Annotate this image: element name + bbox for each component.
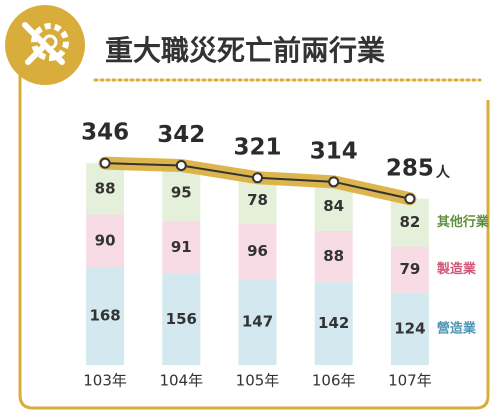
bar-segment — [238, 223, 277, 280]
legend-label: 其他行業 — [437, 214, 490, 230]
segment-label: 88 — [95, 179, 116, 197]
segment-label: 82 — [399, 213, 420, 231]
x-tick-label: 106年 — [312, 372, 356, 390]
segment-label: 96 — [247, 242, 268, 260]
total-label: 285 — [386, 155, 434, 181]
total-point — [175, 160, 187, 171]
unit-label: 人 — [436, 164, 451, 181]
segment-label: 156 — [166, 310, 197, 328]
segment-label: 95 — [171, 184, 192, 202]
total-label: 321 — [233, 134, 281, 160]
segment-label: 78 — [247, 191, 268, 209]
total-point — [404, 193, 416, 205]
segment-label: 147 — [242, 313, 273, 331]
bar-segment — [86, 267, 125, 365]
total-label: 346 — [81, 120, 129, 146]
bar-segment — [162, 220, 201, 274]
segment-label: 88 — [323, 247, 344, 265]
total-label: 342 — [157, 122, 205, 148]
bar-segment — [238, 279, 277, 365]
segment-label: 142 — [318, 314, 349, 332]
bar-segment — [162, 274, 201, 365]
segment-label: 124 — [394, 319, 425, 337]
legend-label: 營造業 — [437, 320, 477, 336]
frame — [18, 60, 490, 410]
bar-segment — [390, 198, 429, 247]
bar-segment — [86, 163, 125, 215]
bar-segment — [314, 230, 353, 283]
bar-segment — [162, 165, 201, 221]
segment-label: 90 — [95, 231, 116, 249]
total-label: 314 — [310, 138, 358, 164]
total-point — [99, 157, 111, 169]
x-tick-label: 103年 — [83, 372, 127, 390]
bar-segment — [390, 246, 429, 293]
segment-label: 84 — [323, 197, 344, 215]
x-tick-label: 104年 — [159, 372, 203, 390]
segment-label: 91 — [171, 238, 192, 256]
segment-label: 79 — [399, 260, 420, 278]
bar-segment — [86, 214, 125, 267]
chart-title: 重大職災死亡前兩行業 — [105, 34, 385, 67]
x-tick-label: 105年 — [236, 372, 280, 390]
segment-label: 168 — [89, 307, 120, 325]
legend-label: 製造業 — [436, 261, 477, 277]
x-tick-label: 107年 — [388, 372, 432, 390]
bar-segment — [314, 282, 353, 365]
total-point — [252, 172, 263, 184]
bar-segment — [238, 177, 277, 224]
bar-segment — [390, 292, 429, 365]
total-point — [328, 176, 340, 188]
icon — [5, 5, 85, 85]
